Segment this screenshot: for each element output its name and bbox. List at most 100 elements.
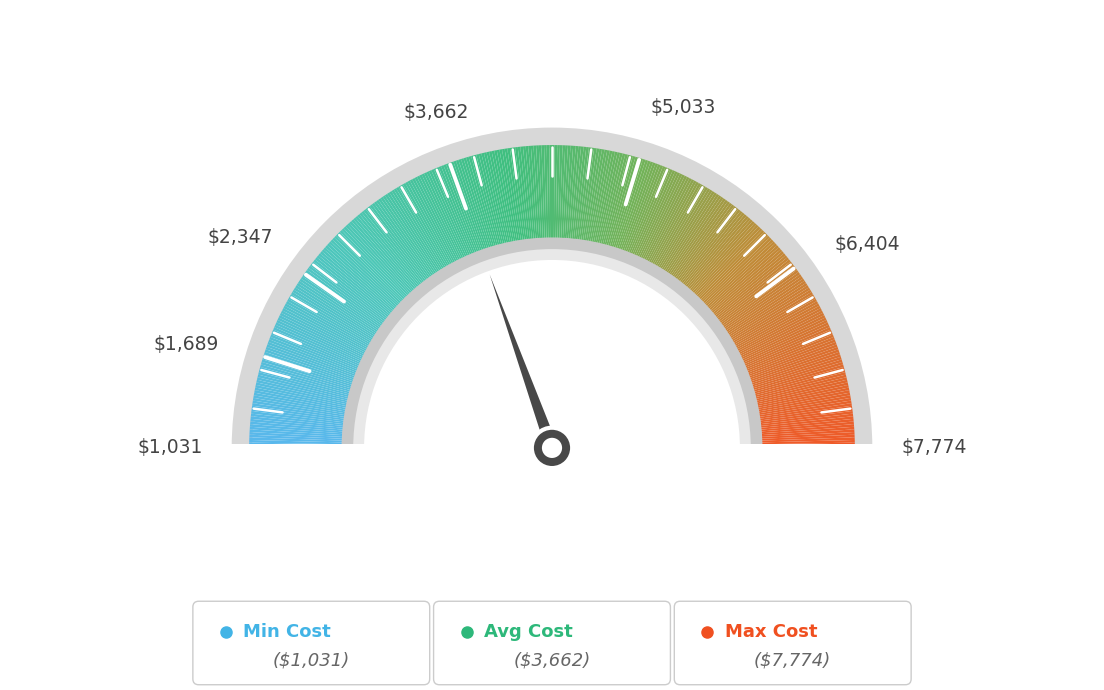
Wedge shape: [741, 377, 847, 404]
Wedge shape: [537, 146, 543, 254]
Wedge shape: [251, 416, 359, 429]
Wedge shape: [722, 301, 818, 355]
Wedge shape: [662, 198, 725, 289]
Wedge shape: [746, 445, 854, 448]
Wedge shape: [505, 148, 523, 256]
Wedge shape: [251, 411, 359, 426]
Wedge shape: [390, 191, 449, 284]
Wedge shape: [730, 327, 831, 372]
Wedge shape: [262, 359, 367, 393]
Wedge shape: [412, 178, 464, 276]
Wedge shape: [676, 214, 746, 299]
Wedge shape: [302, 274, 393, 338]
Wedge shape: [679, 219, 753, 302]
Wedge shape: [516, 147, 530, 255]
Wedge shape: [735, 347, 838, 385]
Wedge shape: [594, 152, 620, 259]
Wedge shape: [687, 230, 764, 309]
Wedge shape: [526, 146, 537, 255]
Wedge shape: [250, 432, 358, 440]
Wedge shape: [741, 375, 847, 402]
Wedge shape: [603, 155, 633, 261]
Wedge shape: [743, 393, 850, 414]
Wedge shape: [718, 290, 811, 348]
Wedge shape: [723, 306, 820, 358]
Wedge shape: [604, 156, 636, 262]
Wedge shape: [252, 403, 360, 421]
Wedge shape: [468, 156, 500, 262]
Wedge shape: [745, 419, 853, 431]
Wedge shape: [544, 145, 549, 254]
Text: $3,662: $3,662: [404, 104, 469, 122]
Wedge shape: [742, 382, 848, 408]
Wedge shape: [275, 322, 375, 369]
Wedge shape: [255, 385, 362, 409]
Wedge shape: [295, 285, 389, 345]
Wedge shape: [507, 148, 526, 256]
Wedge shape: [343, 226, 420, 307]
Wedge shape: [554, 145, 558, 254]
Wedge shape: [531, 146, 540, 254]
Wedge shape: [686, 228, 763, 308]
Wedge shape: [422, 173, 470, 273]
Wedge shape: [744, 403, 852, 421]
Wedge shape: [668, 204, 734, 293]
Wedge shape: [414, 177, 466, 275]
Wedge shape: [436, 167, 479, 268]
Wedge shape: [251, 422, 359, 433]
Wedge shape: [745, 424, 854, 434]
Wedge shape: [731, 332, 832, 375]
Text: $1,689: $1,689: [153, 335, 219, 354]
Wedge shape: [291, 292, 385, 349]
Wedge shape: [252, 406, 360, 422]
Wedge shape: [308, 266, 397, 333]
Wedge shape: [533, 146, 542, 254]
Wedge shape: [448, 162, 487, 266]
Wedge shape: [724, 308, 821, 359]
Wedge shape: [742, 385, 849, 409]
Wedge shape: [257, 377, 363, 404]
Wedge shape: [559, 145, 565, 254]
Wedge shape: [254, 393, 361, 414]
Wedge shape: [381, 197, 444, 288]
Wedge shape: [634, 173, 682, 273]
Wedge shape: [736, 352, 840, 388]
Wedge shape: [586, 150, 607, 257]
Wedge shape: [688, 232, 766, 310]
Wedge shape: [739, 362, 843, 395]
Wedge shape: [392, 190, 450, 284]
Wedge shape: [723, 304, 819, 357]
Wedge shape: [743, 398, 851, 417]
Wedge shape: [499, 149, 520, 257]
Wedge shape: [567, 146, 578, 255]
Wedge shape: [625, 167, 668, 268]
Wedge shape: [255, 388, 362, 411]
Wedge shape: [327, 244, 408, 318]
Wedge shape: [746, 432, 854, 440]
Wedge shape: [721, 299, 817, 354]
Wedge shape: [670, 208, 739, 295]
Wedge shape: [269, 337, 371, 378]
Wedge shape: [340, 230, 417, 309]
Wedge shape: [326, 245, 407, 319]
Wedge shape: [746, 429, 854, 437]
Wedge shape: [684, 226, 761, 307]
Wedge shape: [703, 257, 789, 327]
Text: $2,347: $2,347: [208, 228, 273, 248]
Wedge shape: [581, 148, 599, 256]
Wedge shape: [707, 264, 794, 331]
Wedge shape: [660, 197, 723, 288]
Wedge shape: [479, 153, 507, 259]
Wedge shape: [737, 357, 841, 391]
Wedge shape: [730, 325, 830, 371]
Wedge shape: [649, 186, 705, 281]
Wedge shape: [715, 285, 809, 345]
Wedge shape: [351, 219, 425, 302]
Wedge shape: [285, 304, 381, 357]
Wedge shape: [417, 176, 467, 274]
Wedge shape: [637, 176, 687, 274]
Wedge shape: [732, 335, 834, 377]
Wedge shape: [618, 164, 658, 266]
Wedge shape: [638, 177, 690, 275]
Wedge shape: [481, 152, 508, 259]
